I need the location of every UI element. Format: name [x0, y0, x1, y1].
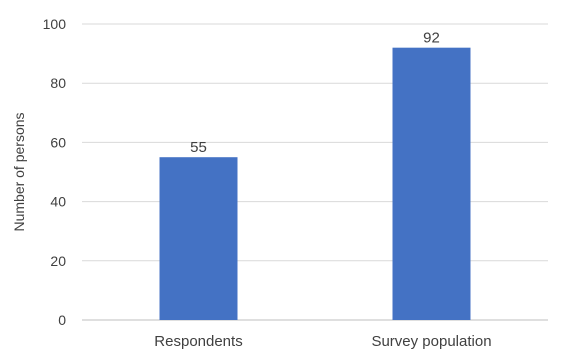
bar-survey-population [392, 47, 471, 321]
gridlines [82, 23, 548, 321]
y-tick-label: 80 [50, 75, 66, 91]
data-label: 55 [190, 139, 207, 156]
x-category-labels: Respondents Survey population [154, 333, 491, 350]
y-tick-labels: 0 20 40 60 80 100 [43, 16, 67, 328]
bar-respondents [159, 157, 238, 320]
y-tick-label: 20 [50, 253, 66, 269]
y-tick-label: 100 [43, 16, 67, 32]
x-category-label: Survey population [371, 333, 491, 350]
x-category-label: Respondents [154, 333, 242, 350]
y-tick-label: 0 [58, 312, 66, 328]
data-labels: 55 92 [190, 30, 440, 157]
bars [159, 47, 471, 321]
data-label: 92 [423, 30, 440, 47]
y-axis-title: Number of persons [11, 112, 27, 231]
y-tick-label: 60 [50, 134, 66, 150]
y-tick-label: 40 [50, 194, 66, 210]
